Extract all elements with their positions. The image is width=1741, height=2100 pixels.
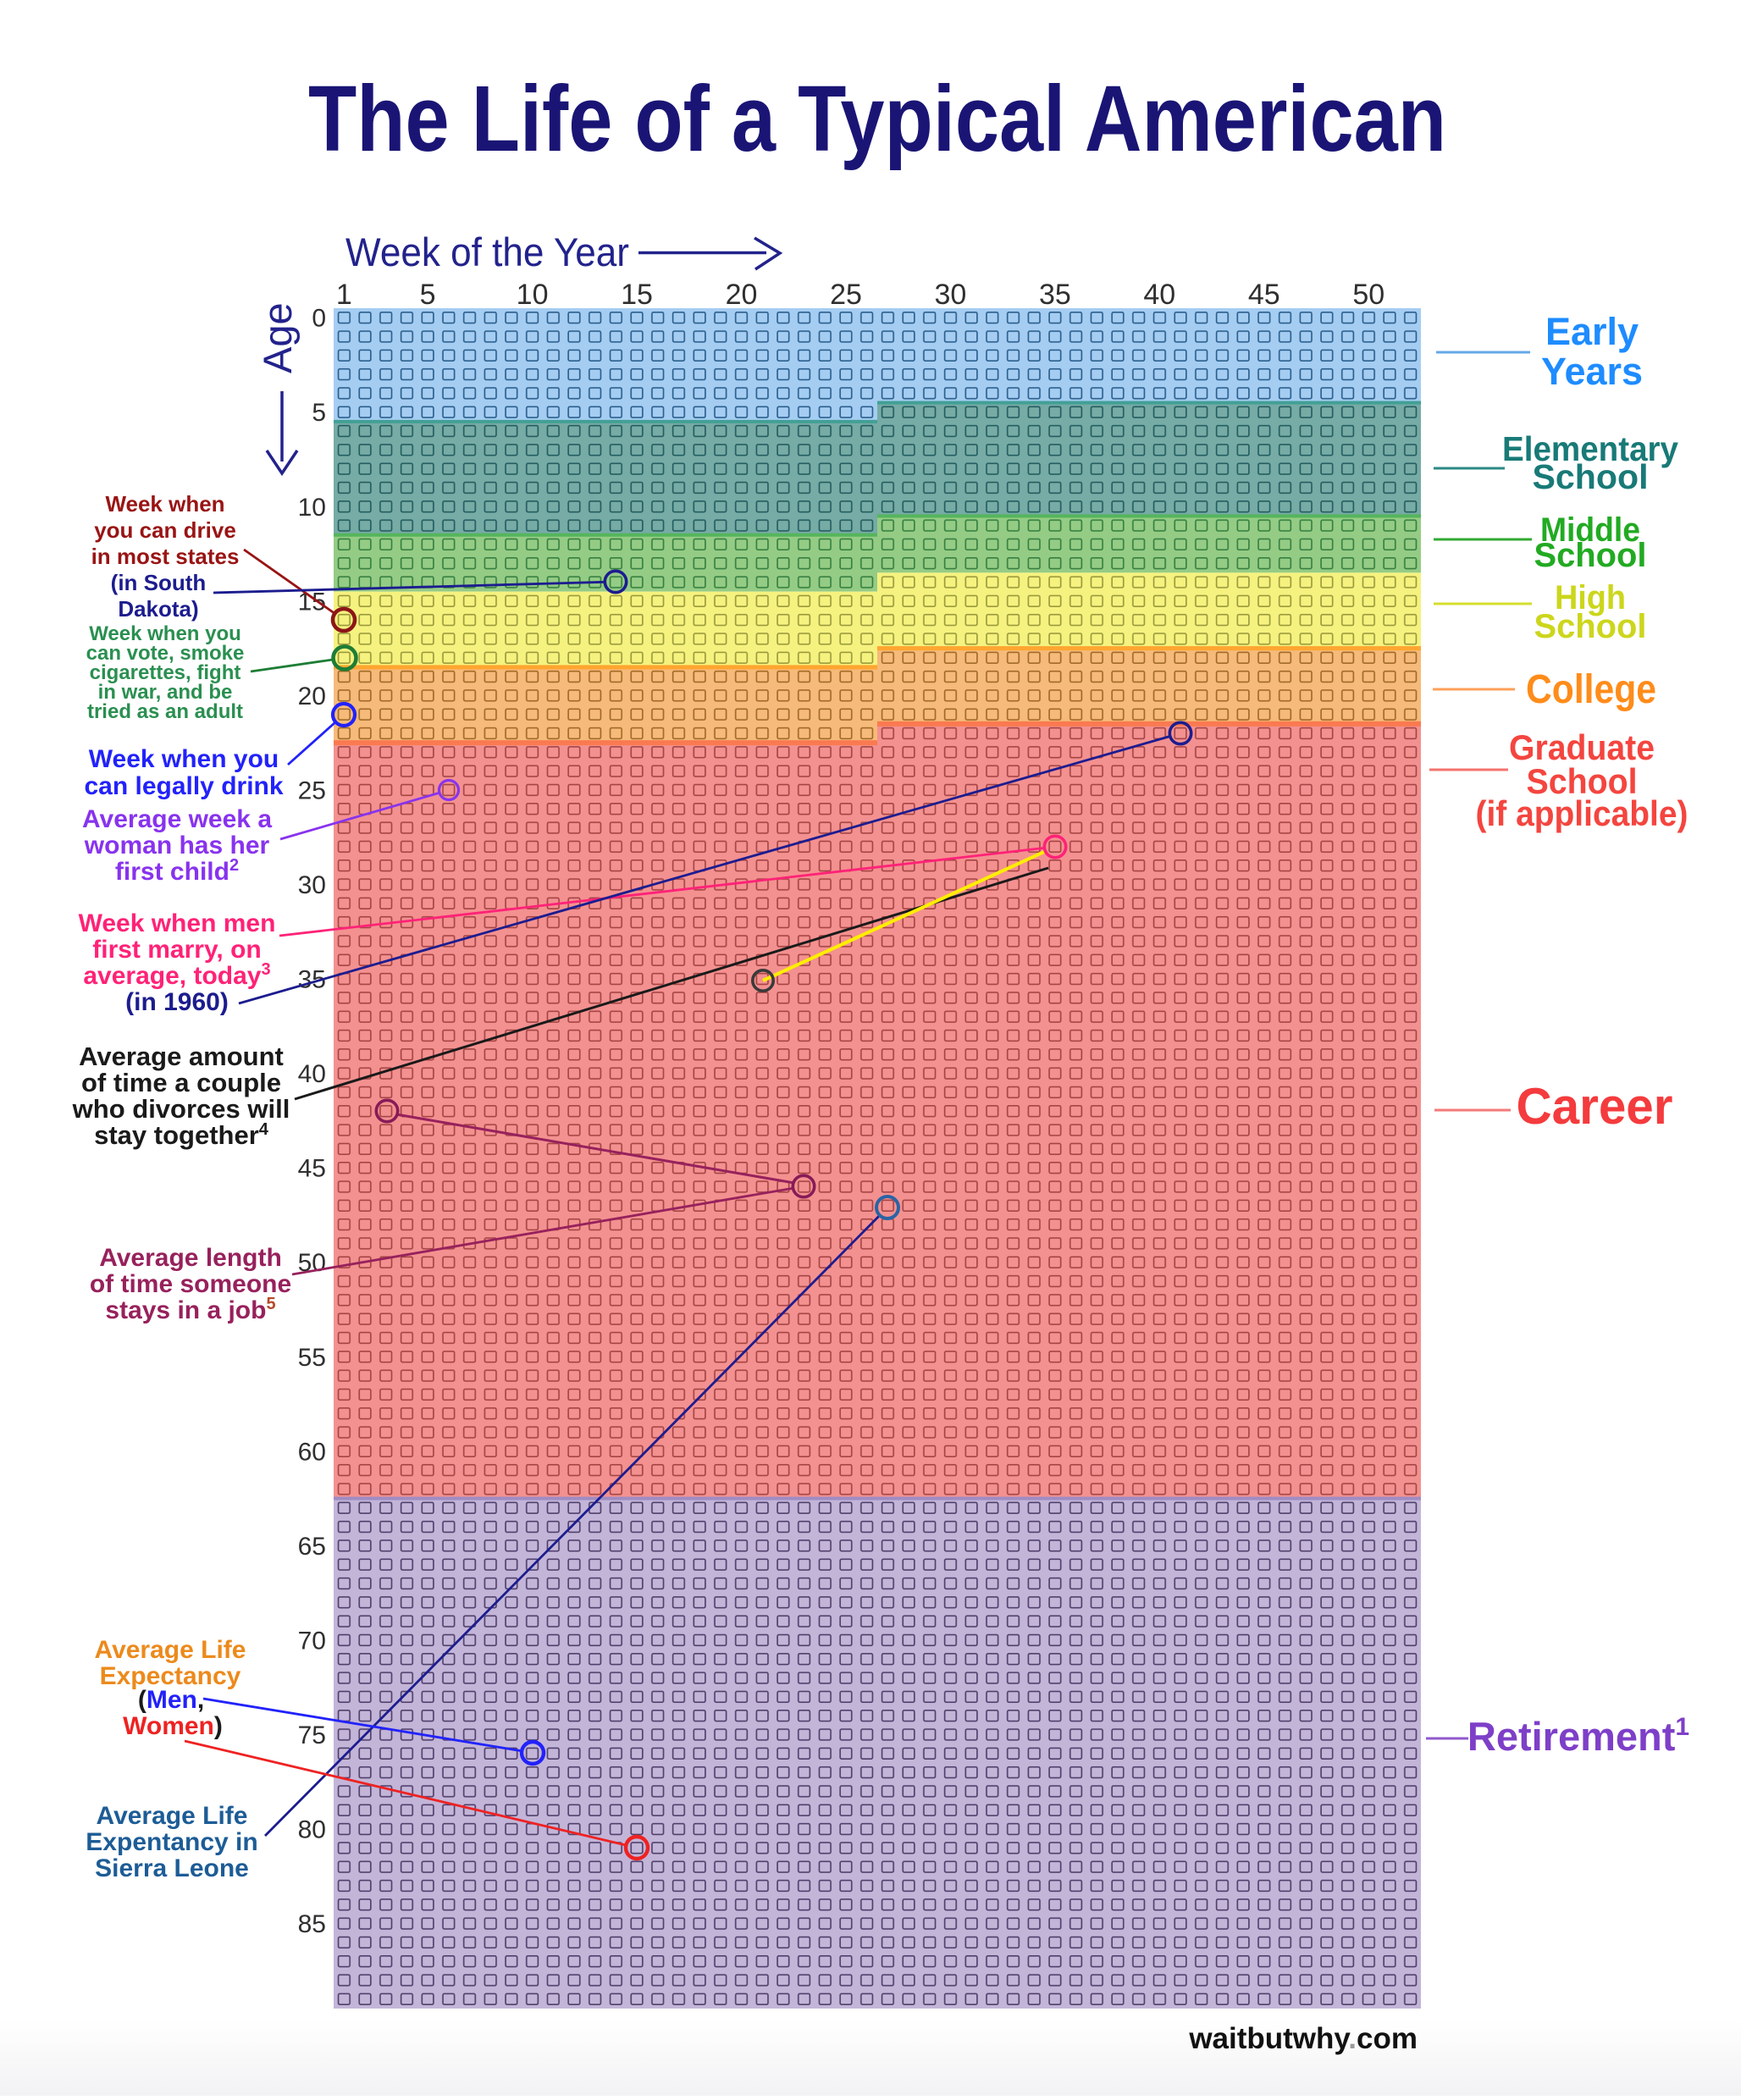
svg-text:stay together4: stay together4	[94, 1120, 269, 1150]
svg-text:Early: Early	[1545, 310, 1639, 353]
svg-text:cigarettes, fight: cigarettes, fight	[90, 661, 241, 684]
svg-text:stays in a job5: stays in a job5	[105, 1295, 275, 1324]
svg-text:of time someone: of time someone	[90, 1270, 291, 1298]
svg-text:(in 1960): (in 1960)	[125, 988, 229, 1016]
svg-text:1: 1	[336, 279, 352, 311]
svg-text:Elementary: Elementary	[1502, 429, 1678, 468]
svg-text:Average Life: Average Life	[97, 1802, 248, 1830]
svg-text:Week of the Year: Week of the Year	[345, 229, 629, 274]
svg-text:5: 5	[420, 279, 436, 311]
svg-text:(if applicable): (if applicable)	[1476, 793, 1688, 833]
svg-text:woman has her: woman has her	[84, 832, 270, 859]
svg-text:10: 10	[298, 494, 326, 522]
svg-text:Middle: Middle	[1540, 511, 1640, 549]
svg-text:Average length: Average length	[99, 1244, 282, 1272]
svg-text:Years: Years	[1541, 350, 1643, 393]
svg-text:0: 0	[312, 305, 326, 333]
svg-text:35: 35	[1039, 279, 1071, 311]
svg-text:(Men,: (Men,	[138, 1686, 204, 1714]
svg-text:can legally drink: can legally drink	[84, 772, 283, 800]
svg-text:Career: Career	[1517, 1078, 1673, 1135]
svg-text:10: 10	[517, 279, 549, 311]
svg-text:Women): Women)	[123, 1712, 223, 1740]
svg-text:20: 20	[298, 682, 326, 710]
svg-text:45: 45	[1248, 279, 1280, 311]
svg-text:50: 50	[1352, 279, 1385, 311]
svg-text:waitbutwhy.com: waitbutwhy.com	[1188, 2022, 1418, 2055]
svg-text:you can drive: you can drive	[94, 517, 236, 543]
svg-text:first child2: first child2	[115, 856, 239, 886]
svg-text:College: College	[1526, 667, 1656, 712]
svg-text:School: School	[1527, 761, 1638, 801]
svg-text:School: School	[1534, 608, 1647, 645]
svg-text:of time a couple: of time a couple	[81, 1068, 281, 1097]
svg-text:Week when men: Week when men	[79, 909, 276, 937]
svg-text:65: 65	[298, 1533, 326, 1561]
svg-text:Expentancy in: Expentancy in	[86, 1828, 257, 1856]
svg-text:70: 70	[298, 1627, 326, 1655]
svg-text:tried as an adult: tried as an adult	[87, 700, 243, 723]
svg-text:in war, and be: in war, and be	[98, 681, 233, 704]
svg-text:25: 25	[830, 279, 862, 311]
svg-text:The Life of a Typical American: The Life of a Typical American	[308, 67, 1446, 171]
svg-text:average, today3: average, today3	[83, 960, 270, 990]
svg-text:Week when: Week when	[105, 491, 224, 517]
svg-text:Expectancy: Expectancy	[100, 1662, 241, 1690]
svg-text:can vote, smoke: can vote, smoke	[86, 642, 245, 665]
svg-text:25: 25	[298, 776, 326, 804]
svg-text:Retirement1: Retirement1	[1467, 1713, 1689, 1759]
svg-text:Average week a: Average week a	[82, 805, 272, 833]
svg-text:40: 40	[298, 1060, 326, 1088]
svg-text:Dakota): Dakota)	[118, 596, 198, 622]
svg-text:85: 85	[298, 1910, 326, 1938]
svg-text:who divorces will: who divorces will	[72, 1094, 290, 1124]
svg-text:(in South: (in South	[111, 570, 207, 595]
svg-text:45: 45	[298, 1155, 326, 1183]
svg-text:55: 55	[298, 1344, 326, 1372]
svg-text:first marry, on: first marry, on	[92, 936, 262, 964]
svg-text:15: 15	[298, 588, 326, 616]
svg-text:30: 30	[298, 871, 326, 899]
svg-text:School: School	[1534, 537, 1647, 574]
svg-text:20: 20	[726, 279, 758, 311]
svg-text:High: High	[1555, 579, 1626, 616]
svg-text:40: 40	[1143, 279, 1175, 311]
svg-text:Sierra Leone: Sierra Leone	[95, 1854, 249, 1882]
svg-text:Week when you: Week when you	[89, 622, 241, 645]
svg-text:15: 15	[621, 279, 653, 311]
svg-text:School: School	[1533, 457, 1649, 496]
svg-text:60: 60	[298, 1438, 326, 1466]
svg-text:5: 5	[312, 399, 326, 427]
svg-text:Average Life: Average Life	[95, 1636, 246, 1664]
svg-text:75: 75	[298, 1721, 326, 1749]
svg-text:Graduate: Graduate	[1509, 727, 1655, 767]
svg-text:Age: Age	[255, 302, 300, 373]
svg-text:Week when you: Week when you	[89, 745, 279, 773]
svg-text:in most states: in most states	[91, 544, 240, 569]
svg-text:Average amount: Average amount	[79, 1042, 284, 1071]
svg-text:30: 30	[934, 279, 966, 311]
svg-text:80: 80	[298, 1816, 326, 1844]
